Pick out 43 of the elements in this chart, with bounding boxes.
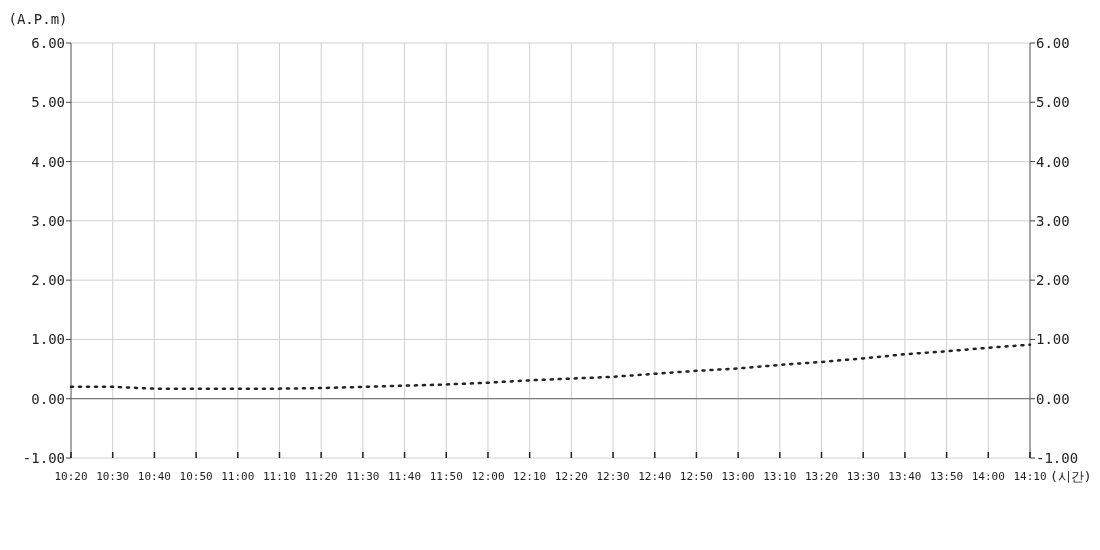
x-tick-label: 10:20	[54, 470, 88, 483]
x-tick-label: 14:00	[971, 470, 1005, 483]
x-tick-label: 12:40	[638, 470, 672, 483]
y2-tick-label: 2.00	[1036, 272, 1070, 289]
y2-tick-label: 5.00	[1036, 94, 1070, 111]
x-tick-label: 12:50	[679, 470, 713, 483]
x-tick-label: 11:10	[262, 470, 297, 483]
x-tick-label: 11:00	[221, 470, 255, 483]
x-tick-label: 11:30	[346, 470, 380, 483]
x-tick-label: 11:20	[304, 470, 338, 483]
x-tick-label: 14:10	[1013, 470, 1047, 483]
x-tick-label: 10:40	[137, 470, 171, 483]
y2-tick-label: 1.00	[1036, 331, 1070, 348]
x-tick-label: 12:10	[513, 470, 547, 483]
x-tick-label: 12:00	[471, 470, 505, 483]
y-tick-label: 3.00	[31, 212, 65, 229]
y-axis-title: (A.P.m)	[8, 11, 68, 27]
y2-tick-label: 0.00	[1036, 390, 1070, 407]
y2-tick-label: 6.00	[1036, 35, 1070, 51]
x-tick-label: 10:30	[96, 470, 130, 483]
x-tick-label: 13:30	[846, 470, 880, 483]
x-tick-label: 13:10	[763, 470, 797, 483]
x-tick-label: 11:50	[429, 470, 463, 483]
y-tick-label: 5.00	[31, 94, 65, 111]
y-tick-label: -1.00	[22, 450, 65, 466]
x-tick-label: 13:00	[721, 470, 755, 483]
y-tick-label: 6.00	[31, 35, 65, 51]
x-tick-label: 12:30	[596, 470, 630, 483]
x-axis-title: (시간)	[1050, 469, 1092, 484]
y2-tick-label: -1.00	[1036, 450, 1079, 466]
x-tick-label: 12:20	[554, 470, 588, 483]
y2-tick-label: 3.00	[1036, 212, 1070, 229]
x-tick-label: 13:50	[930, 470, 964, 483]
y-tick-label: 1.00	[31, 331, 65, 348]
y-tick-label: 0.00	[31, 390, 65, 407]
x-tick-label: 13:40	[888, 470, 922, 483]
y-tick-label: 2.00	[31, 272, 65, 289]
x-tick-label: 11:40	[388, 470, 422, 483]
y2-tick-label: 4.00	[1036, 153, 1070, 170]
x-tick-label: 10:50	[179, 470, 213, 483]
y-tick-label: 4.00	[31, 153, 65, 170]
line-series	[69, 343, 1032, 390]
x-tick-label: 13:20	[804, 470, 839, 483]
